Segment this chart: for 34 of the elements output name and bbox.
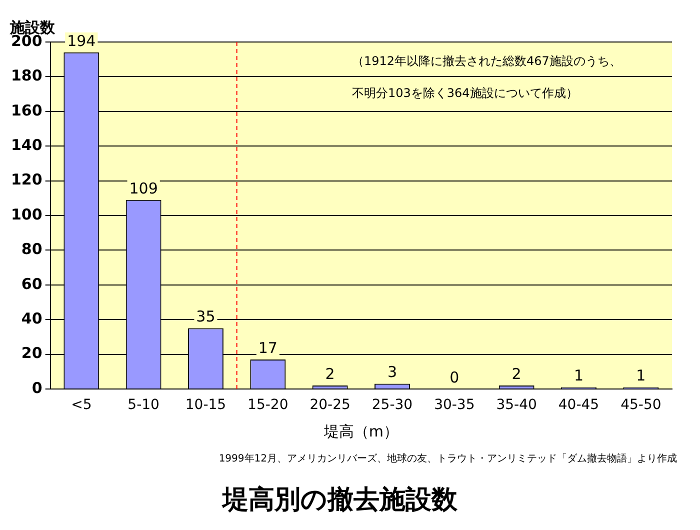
y-tick-label: 20 [21, 344, 42, 362]
y-tick-label: 160 [11, 101, 42, 120]
data-label: 35 [196, 308, 216, 326]
y-tick-label: 120 [11, 170, 42, 189]
x-tick-label: 20-25 [310, 397, 350, 414]
data-label: 17 [258, 338, 278, 357]
x-tick-label: 35-40 [496, 397, 537, 414]
data-label: 2 [512, 364, 522, 383]
data-label: 2 [325, 364, 335, 383]
x-tick-label: 10-15 [185, 397, 226, 414]
x-tick-label: 45-50 [620, 397, 662, 414]
y-tick-label: 60 [21, 274, 42, 293]
y-tick-label: 80 [21, 240, 42, 258]
x-tick-label: 25-30 [372, 397, 413, 414]
data-label: 1 [636, 366, 646, 385]
text: 1999年12月、アメリカンリバーズ、地球の友、トラウト・アンリミテッド「ダム撤去物語」より作成 [218, 452, 677, 464]
text: （1912年以降に撤去された総数467施設のうち、不明分103を除く364施設について作成） [352, 54, 622, 100]
data-label: 0 [450, 368, 460, 386]
y-tick-label: 140 [11, 136, 42, 154]
data-label: 3 [387, 363, 398, 382]
data-label: 109 [129, 179, 158, 198]
text: 堤高別の撤去施設数 [222, 485, 458, 516]
x-axis-title: 堤高（m） [322, 422, 398, 441]
data-label: 1 [574, 366, 584, 385]
x-tick-label: 15-20 [248, 397, 288, 414]
data-label: 194 [67, 32, 96, 50]
y-tick-label: 0 [32, 378, 42, 397]
y-tick-label: 40 [21, 309, 42, 328]
y-tick-label: 180 [11, 66, 42, 85]
x-tick-label: <5 [71, 397, 92, 414]
x-tick-label: 40-45 [558, 397, 600, 414]
y-tick-label: 100 [11, 205, 42, 224]
x-tick-label: 30-35 [434, 397, 475, 414]
x-tick-label: 5-10 [128, 397, 160, 414]
